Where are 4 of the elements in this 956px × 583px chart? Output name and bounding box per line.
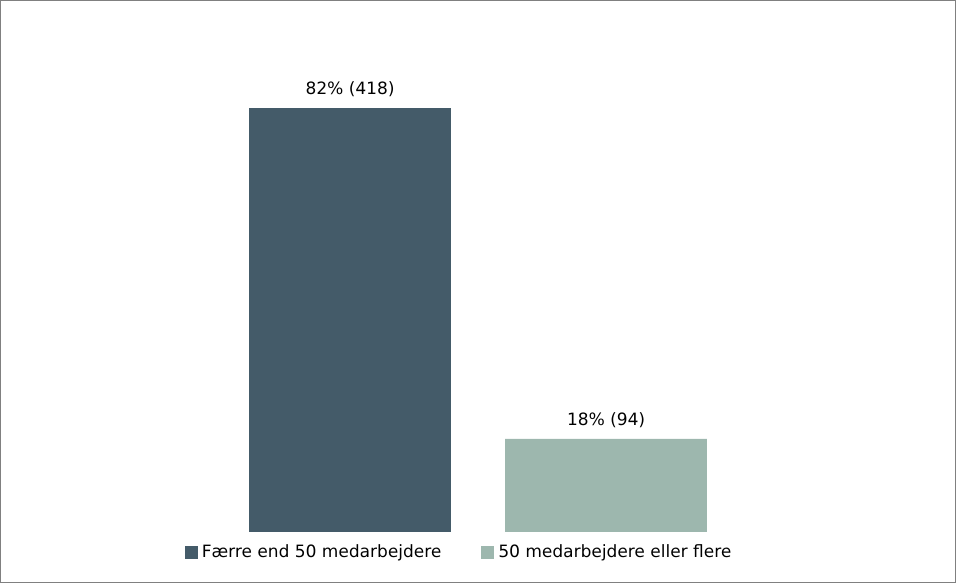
legend-label: Færre end 50 medarbejdere xyxy=(202,542,442,562)
data-label: 82% (418) xyxy=(306,79,394,99)
legend-label: 50 medarbejdere eller flere xyxy=(498,542,732,562)
data-label: 18% (94) xyxy=(566,410,646,430)
